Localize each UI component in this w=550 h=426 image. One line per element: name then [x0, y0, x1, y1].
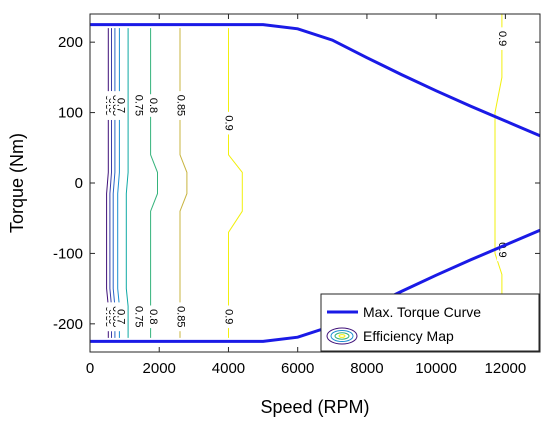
- contour-label: 0.85: [175, 306, 187, 327]
- max-torque-curve-upper: [90, 23, 541, 138]
- legend-torque-label: Max. Torque Curve: [363, 304, 481, 320]
- x-tick-label: 0: [86, 360, 94, 377]
- contour-label-bg: [115, 94, 126, 117]
- contour-label-bg: [115, 305, 126, 329]
- contour-label-bg: [496, 238, 507, 262]
- legend-efficiency-label: Efficiency Map: [363, 328, 454, 344]
- contour-label-bg: [175, 302, 186, 332]
- contour-label: 0.9: [223, 309, 235, 324]
- contour-label-bg: [148, 305, 158, 329]
- contour-label: 0.75: [133, 306, 145, 327]
- y-tick-label: 100: [58, 105, 83, 122]
- x-tick-label: 6000: [281, 360, 314, 377]
- contour-label: 0.7: [115, 309, 127, 324]
- x-tick-label: 10000: [415, 360, 457, 377]
- contour-label-bg: [496, 27, 507, 50]
- contour-label-bg: [133, 91, 144, 120]
- legend-box: [320, 293, 540, 352]
- x-axis: 0 2000 4000 6000 8000 10000 12000: [86, 14, 526, 377]
- contour-label: 0.85: [175, 95, 187, 116]
- contour-label: 0.8: [147, 309, 159, 324]
- legend-contour-icon: [326, 327, 358, 345]
- contour-label-bg: [175, 91, 186, 120]
- contour-label: 0.8: [147, 98, 159, 113]
- contour-line-0.8: [150, 28, 158, 338]
- y-axis: -200 -100 0 100 200: [53, 34, 540, 333]
- x-tick-label: 8000: [350, 360, 383, 377]
- contour-label-bg: [223, 111, 234, 135]
- x-axis-label: Speed (RPM): [260, 397, 369, 417]
- contour-label-bg: [223, 305, 234, 329]
- contour-label: 0.9: [222, 115, 234, 130]
- y-tick-label: -200: [53, 316, 83, 333]
- x-tick-label: 12000: [485, 360, 527, 377]
- contour-line-0.85: [179, 28, 188, 338]
- contour-label: 0.7: [114, 98, 126, 113]
- x-tick-label: 4000: [212, 360, 245, 377]
- contour-label: 0.75: [132, 95, 144, 116]
- x-tick-label: 2000: [143, 360, 176, 377]
- y-axis-label: Torque (Nm): [7, 133, 27, 233]
- contour-label-bg: [148, 94, 158, 117]
- y-tick-label: 0: [75, 175, 83, 192]
- legend: Max. Torque Curve Efficiency Map: [320, 293, 540, 352]
- contour-labels: 0.550.550.60.60.650.650.70.70.750.750.80…: [103, 27, 508, 332]
- contour-line-0.75: [125, 28, 129, 338]
- y-tick-label: 200: [58, 34, 83, 51]
- y-tick-label: -100: [53, 245, 83, 262]
- contour-label-bg: [133, 302, 144, 332]
- contour-label: 0.9: [496, 31, 508, 46]
